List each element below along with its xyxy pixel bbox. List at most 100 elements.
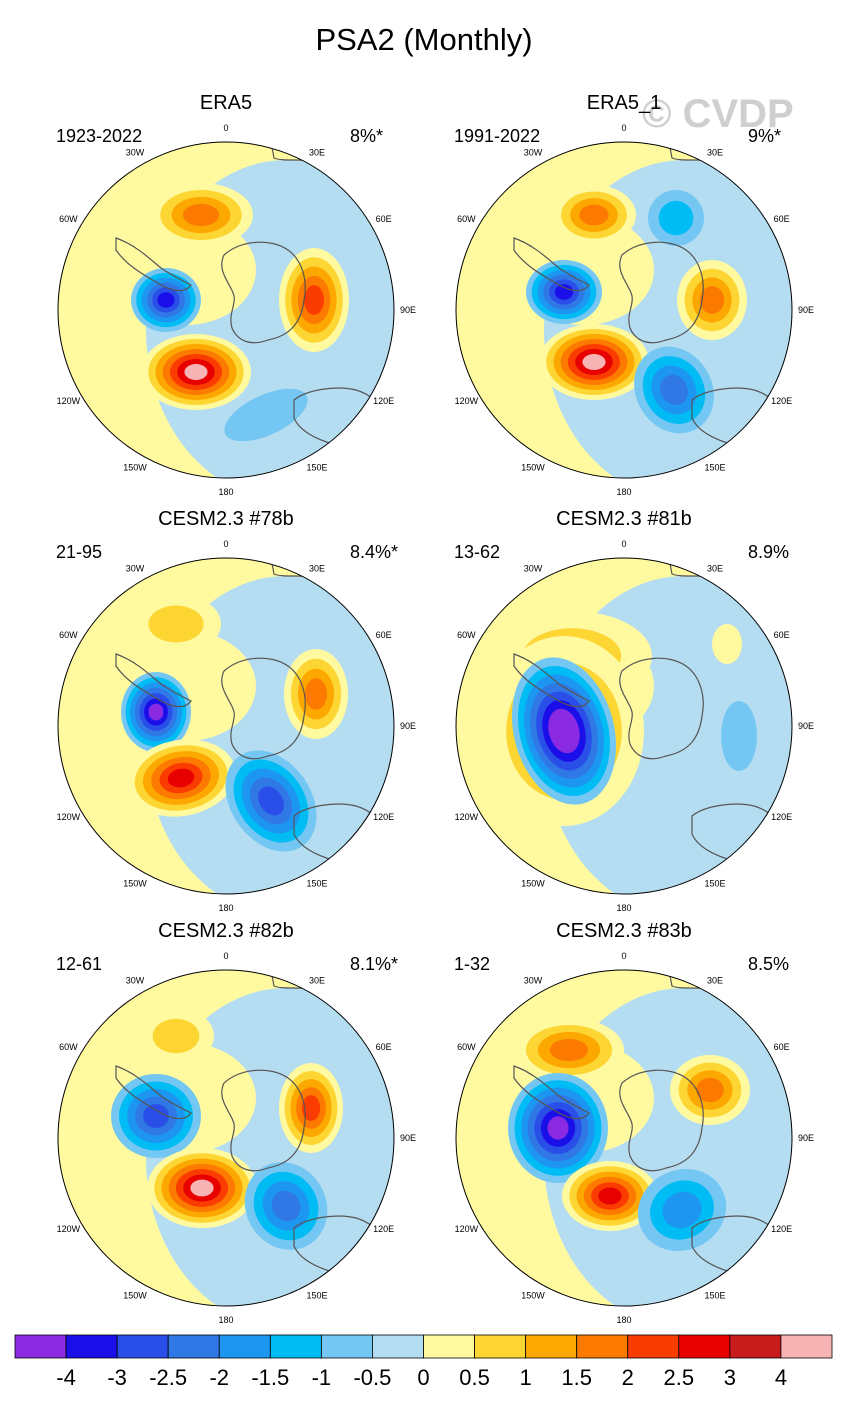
colorbar-swatch xyxy=(780,1334,833,1359)
map-panel-era5-1: ERA5_1 1991-2022 9%* 0 30E 60E 90E 120E 150E 1… xyxy=(454,92,848,500)
colorbar-swatch xyxy=(372,1334,424,1359)
map-panel-cesm-82b: CESM2.3 #82b 12-61 8.1%* 0 30E 60E 90E 120E 1… xyxy=(56,920,456,1328)
negative-anomaly-contour xyxy=(662,1191,702,1229)
positive-anomaly-contour xyxy=(696,1077,724,1103)
positive-anomaly-contour xyxy=(184,364,208,380)
colorbar-tick-label: 1 xyxy=(519,1365,532,1390)
panel-title: CESM2.3 #82b xyxy=(158,920,294,942)
longitude-label: 150E xyxy=(704,463,725,473)
panel-period: 1991-2022 xyxy=(454,126,541,146)
map-boundary xyxy=(57,141,395,479)
negative-anomaly-contour xyxy=(148,703,164,721)
colorbar-swatch xyxy=(65,1334,118,1359)
south-america-outline xyxy=(115,653,192,708)
longitude-label: 60E xyxy=(376,214,392,224)
south-america-outline xyxy=(115,237,192,292)
longitude-label: 90E xyxy=(400,305,416,315)
antarctica-outline xyxy=(221,657,306,760)
longitude-label: 30E xyxy=(707,147,723,157)
longitude-label: 30E xyxy=(309,147,325,157)
longitude-label: 90E xyxy=(400,1133,416,1143)
colorbar-swatch xyxy=(678,1334,731,1359)
longitude-label: 150W xyxy=(521,1291,545,1301)
longitude-label: 150W xyxy=(521,463,545,473)
longitude-label: 30W xyxy=(524,563,543,573)
map-boundary xyxy=(57,557,395,895)
longitude-label: 0 xyxy=(223,539,228,549)
negative-anomaly-contour xyxy=(554,284,574,300)
map-panel-era5: ERA5 1923-2022 8%* 0 30E 60E 90E 120E 150E 180… xyxy=(56,92,456,500)
page-title: PSA2 (Monthly) xyxy=(315,22,533,57)
antarctica-outline xyxy=(619,1069,704,1172)
map-panel-cesm-81b: CESM2.3 #81b 13-62 8.9% 0 30E 60E 90E 120E 15… xyxy=(454,508,848,916)
longitude-label: 120E xyxy=(771,396,792,406)
colorbar-tick-label: -2.5 xyxy=(149,1365,188,1390)
positive-anomaly-contour xyxy=(582,354,606,370)
map-boundary xyxy=(57,969,395,1307)
negative-anomaly-contour xyxy=(554,717,574,745)
panel-period: 12-61 xyxy=(56,954,103,974)
polar-map: 030E60E90E120E150E180150W120W90W60W30W xyxy=(455,951,814,1325)
colorbar-tick-label: 0 xyxy=(417,1365,430,1390)
panel-title: ERA5 xyxy=(199,92,253,114)
longitude-label: 180 xyxy=(616,1315,631,1325)
longitude-label: 120W xyxy=(57,1224,81,1234)
positive-anomaly-contour xyxy=(190,1179,214,1197)
panel-title: CESM2.3 #78b xyxy=(158,508,294,530)
polar-map: 030E60E90E120E150E180150W120W90W60W30W xyxy=(455,123,814,497)
colorbar-tick-label: 4 xyxy=(774,1365,788,1390)
longitude-label: 30E xyxy=(707,563,723,573)
longitude-label: 180 xyxy=(218,487,233,497)
south-america-outline xyxy=(513,1065,590,1120)
longitude-label: 30E xyxy=(309,975,325,985)
longitude-label: 180 xyxy=(218,903,233,913)
longitude-label: 30E xyxy=(309,563,325,573)
map-boundary xyxy=(455,969,793,1307)
longitude-label: 120E xyxy=(771,1224,792,1234)
colorbar-tick-label: -3 xyxy=(107,1365,127,1390)
longitude-label: 150E xyxy=(306,1291,327,1301)
map-panel-cesm-83b: CESM2.3 #83b 1-32 8.5% 0 30E 60E 90E 120E 150… xyxy=(454,920,848,1328)
positive-anomaly-contour xyxy=(699,286,725,314)
positive-anomaly-contour xyxy=(549,1038,589,1062)
colorbar-swatch xyxy=(525,1334,578,1359)
colorbar-swatch xyxy=(576,1334,629,1359)
negative-anomaly-contour xyxy=(547,1116,569,1140)
panel-percent: 8.5% xyxy=(748,954,790,974)
longitude-label: 0 xyxy=(621,123,626,133)
longitude-label: 60E xyxy=(774,1042,790,1052)
longitude-label: 60E xyxy=(774,630,790,640)
antarctica-outline xyxy=(619,657,704,760)
map-panel-cesm-78b: CESM2.3 #78b 21-95 8.4%* 0 30E 60E 90E 120E 1… xyxy=(56,508,456,916)
panel-percent: 8.1%* xyxy=(350,954,399,974)
positive-anomaly-contour xyxy=(167,768,195,788)
longitude-label: 0 xyxy=(223,123,228,133)
positive-anomaly-contour xyxy=(304,285,324,315)
longitude-label: 30E xyxy=(707,975,723,985)
longitude-label: 0 xyxy=(621,539,626,549)
panel-title: CESM2.3 #81b xyxy=(556,508,692,530)
longitude-label: 150E xyxy=(306,879,327,889)
colorbar-tick-label: -1 xyxy=(311,1365,332,1390)
longitude-label: 90E xyxy=(798,305,814,315)
longitude-label: 150W xyxy=(123,463,147,473)
negative-anomaly-contour xyxy=(258,786,284,816)
south-america-outline xyxy=(513,237,590,292)
longitude-label: 120W xyxy=(455,1224,479,1234)
polar-map: 030E60E90E120E150E180150W120W90W60W30W xyxy=(57,539,416,913)
longitude-label: 120E xyxy=(373,812,394,822)
colorbar-swatch xyxy=(474,1334,527,1359)
colorbar-swatch xyxy=(320,1334,373,1359)
antarctica-outline xyxy=(221,1069,306,1172)
south-america-outline xyxy=(513,653,590,708)
colorbar-tick-label: 1.5 xyxy=(561,1365,592,1390)
negative-anomaly-contour xyxy=(143,1104,169,1128)
longitude-label: 60E xyxy=(376,630,392,640)
negative-anomaly-contour xyxy=(224,388,308,442)
colorbar-tick-label: 2.5 xyxy=(663,1365,695,1390)
colorbar-tick-label: 3 xyxy=(723,1365,736,1390)
cvdp-watermark: © CVDP xyxy=(642,92,794,136)
longitude-label: 150W xyxy=(123,879,147,889)
longitude-label: 120W xyxy=(57,396,81,406)
colorbar-tick-label: 0.5 xyxy=(459,1365,490,1390)
